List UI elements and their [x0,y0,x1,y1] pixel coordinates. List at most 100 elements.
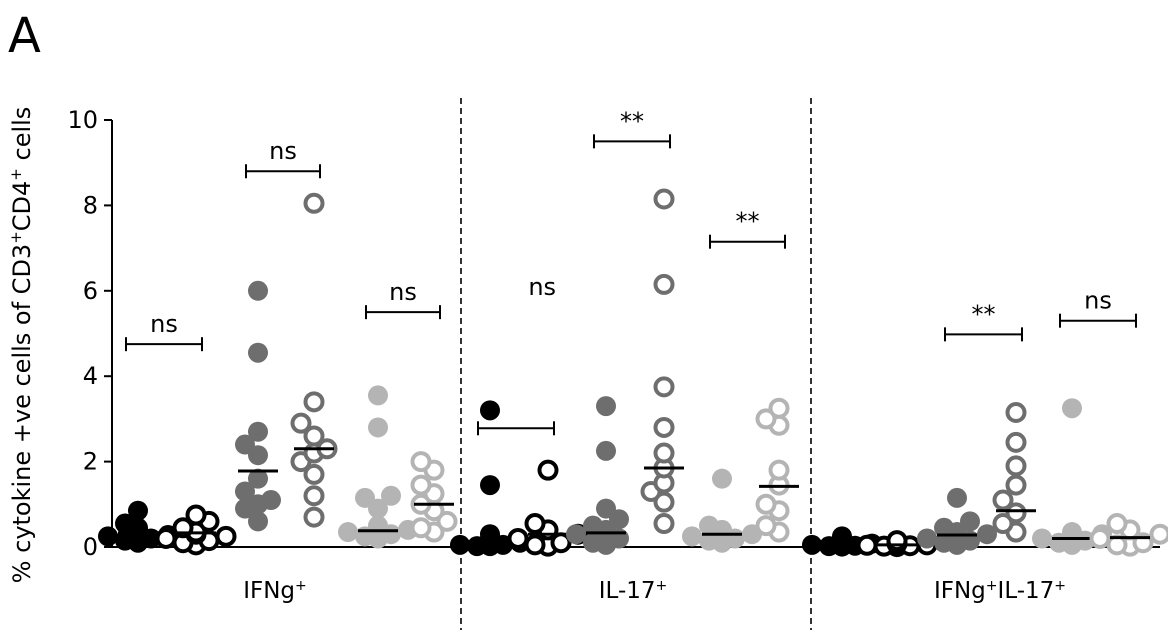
data-point [653,188,675,210]
data-point [596,396,616,417]
data-point [537,459,559,481]
data-point [682,526,702,547]
data-point [450,534,470,555]
significance-label: ns [1084,287,1112,315]
data-point [653,273,675,295]
data-point [960,511,980,532]
data-point [1005,502,1027,524]
data-point [992,489,1014,511]
data-point [583,532,603,553]
significance-label: ns [150,310,178,338]
y-tick-label: 0 [83,533,98,561]
data-point [248,421,268,442]
data-point [524,534,546,556]
data-point [368,417,388,438]
significance-label: ns [389,278,417,306]
y-tick-label: 8 [83,191,98,219]
data-point [947,487,967,508]
data-point [917,528,937,549]
significance-bracket [125,337,203,352]
data-point [1005,431,1027,453]
data-point [410,474,432,496]
y-tick-label: 10 [67,106,98,134]
significance-bracket [944,327,1023,342]
data-point [261,490,281,511]
y-tick-label: 4 [83,362,98,390]
data-point [1106,513,1128,535]
data-point [248,342,268,363]
data-point [248,280,268,301]
panel-label: A [8,8,41,64]
data-point [155,527,177,549]
data-point [755,408,777,430]
data-point [303,506,325,528]
x-group-label: IFNg+IL-17+ [934,578,1066,604]
data-point [566,524,586,545]
data-point [653,442,675,464]
data-point [712,468,732,489]
data-point [1062,398,1082,419]
y-axis: 0 2 4 6 8 10 [67,106,113,561]
data-point [583,515,603,536]
data-point [856,534,878,556]
significance-label: ns [269,137,297,165]
data-point [1005,401,1027,423]
data-point [1005,474,1027,496]
data-point [755,493,777,515]
significance-bracket [709,234,786,249]
data-point [1089,527,1111,549]
data-point [368,515,388,536]
data-point [768,397,790,419]
data-marks [98,188,1168,558]
data-point [832,526,852,547]
data-point [992,513,1014,535]
significance-label: ns [528,273,556,301]
y-tick-label: 2 [83,448,98,476]
data-point [653,513,675,535]
data-point [290,412,312,434]
significance-bracket [1059,313,1137,328]
data-point [115,513,135,534]
data-point [303,192,325,214]
y-tick-label: 6 [83,277,98,305]
data-point [507,527,529,549]
data-point [653,491,675,513]
data-point [235,481,255,502]
data-point [934,517,954,538]
data-point [381,485,401,506]
comparison-brackets: ns ns ns ns ** ** ** ns [125,107,1137,436]
data-point [355,487,375,508]
data-point [410,517,432,539]
significance-label: ** [620,107,644,135]
x-group-label: IL-17+ [599,578,668,604]
significance-label: ** [736,208,760,236]
significance-label: ** [972,300,996,328]
data-point [1149,523,1168,545]
data-point [653,376,675,398]
data-point [248,468,268,489]
data-point [303,425,325,447]
x-group-label: IFNg+ [243,578,307,604]
data-point [596,440,616,461]
data-point [524,513,546,535]
data-point [436,510,458,532]
data-point [98,526,118,547]
data-point [248,511,268,532]
significance-bracket [245,164,321,179]
data-point [596,498,616,519]
data-point [977,524,997,545]
data-point [185,504,207,526]
data-point [410,451,432,473]
data-point [653,416,675,438]
data-point [699,515,719,536]
data-point [1005,455,1027,477]
data-point [480,400,500,421]
y-axis-label: % cytokine +ve cells of CD3+CD4+ cells [7,107,36,584]
significance-bracket [477,421,555,436]
data-point [1032,528,1052,549]
data-point [235,434,255,455]
data-point [338,522,358,543]
data-point [128,500,148,521]
data-point [802,534,822,555]
